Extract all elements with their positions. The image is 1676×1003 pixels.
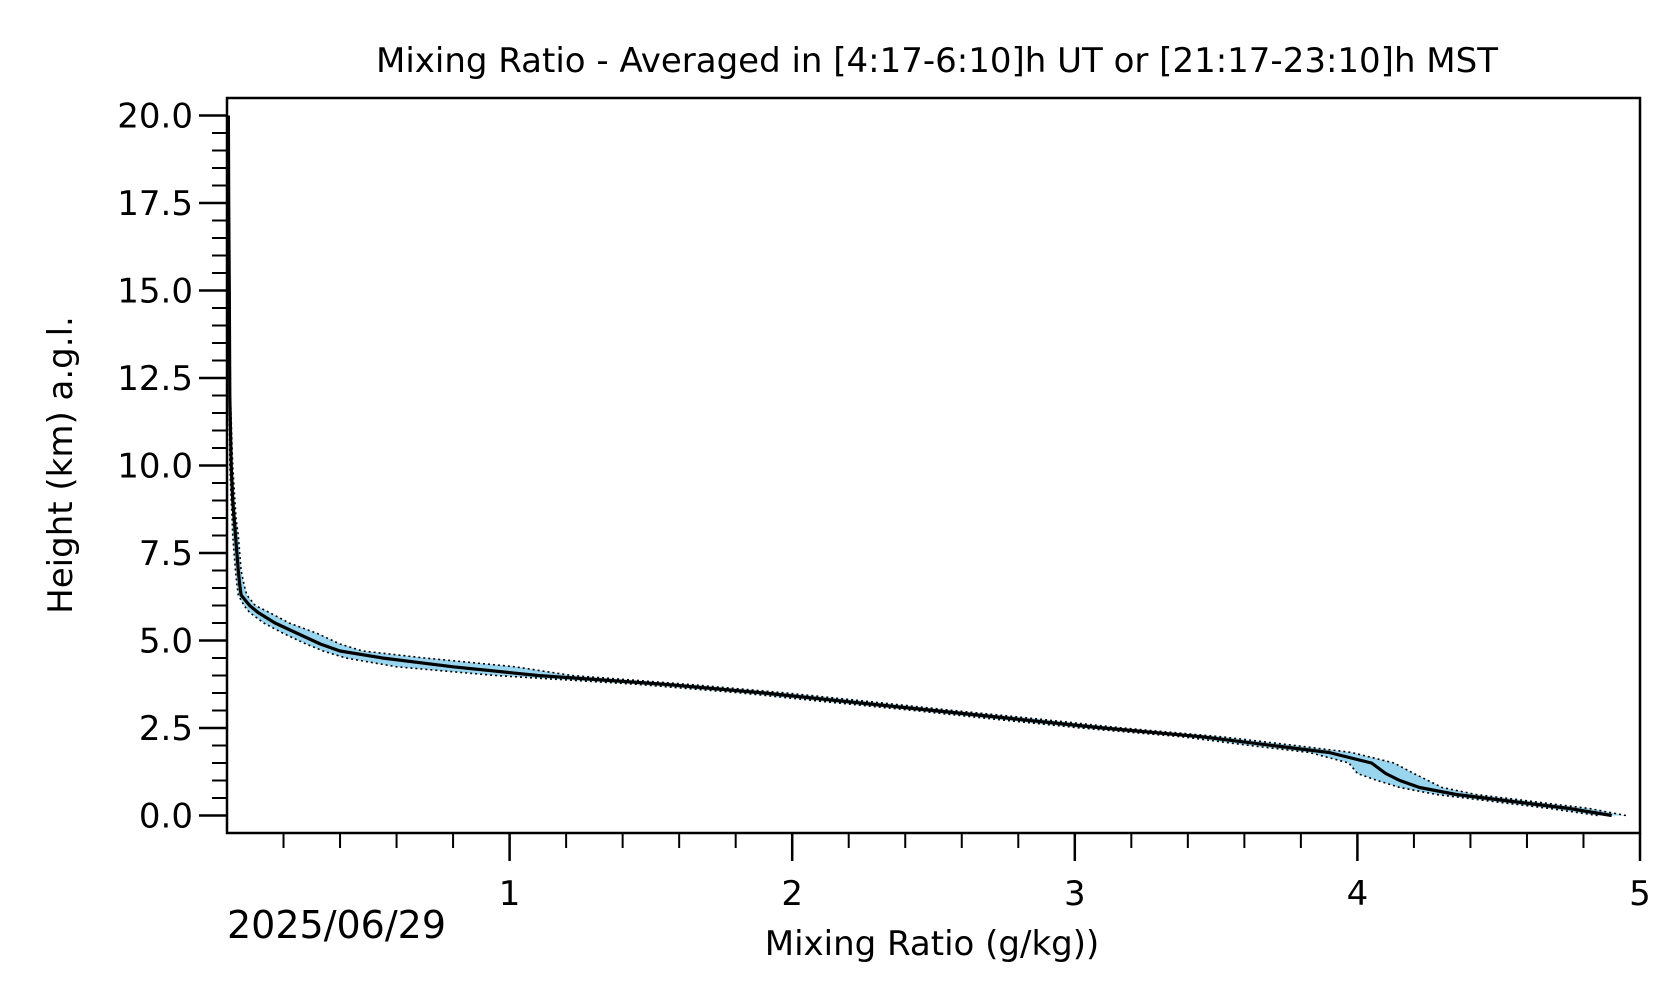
y-tick-label: 20.0 <box>117 97 193 137</box>
y-tick-label: 7.5 <box>139 534 193 574</box>
x-axis: 1 2 3 4 5 <box>282 833 1651 914</box>
x-axis-label: Mixing Ratio (g/kg)) <box>765 924 1100 964</box>
y-tick-label: 10.0 <box>117 447 193 487</box>
plot-area <box>226 115 1627 818</box>
lower-bound-line <box>227 115 1598 817</box>
plot-frame <box>225 96 1642 835</box>
y-tick-label: 2.5 <box>139 709 193 749</box>
x-tick-label: 1 <box>499 874 521 914</box>
x-tick-label: 3 <box>1064 874 1086 914</box>
date-label: 2025/06/29 <box>227 903 446 947</box>
x-tick-label: 5 <box>1629 874 1651 914</box>
upper-bound-line <box>228 115 1627 817</box>
x-tick-label: 2 <box>781 874 803 914</box>
y-tick-label: 5.0 <box>139 622 193 662</box>
y-tick-label: 15.0 <box>117 272 193 312</box>
y-tick-label: 17.5 <box>117 184 193 224</box>
y-axis-label: Height (km) a.g.l. <box>41 316 81 614</box>
x-tick-label: 4 <box>1347 874 1369 914</box>
y-tick-label: 0.0 <box>139 797 193 837</box>
chart-title: Mixing Ratio - Averaged in [4:17-6:10]h … <box>376 41 1498 81</box>
y-axis: 0.0 2.5 5.0 7.5 10.0 12.5 15.0 17.5 20.0 <box>117 97 227 837</box>
y-tick-label: 12.5 <box>117 359 193 399</box>
mean-profile-line <box>226 115 1612 818</box>
